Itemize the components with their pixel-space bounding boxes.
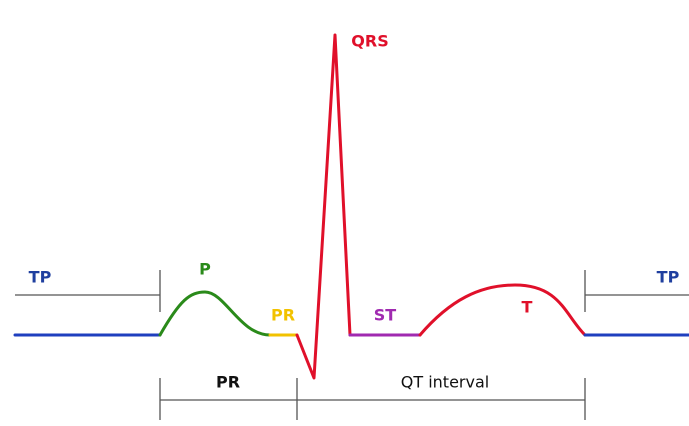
p-label: P (199, 260, 211, 279)
interval-brackets (159, 378, 586, 420)
p-wave (158, 290, 272, 337)
pr-interval-label: PR (216, 373, 240, 392)
tp-left-bracket (15, 270, 161, 312)
t-label: T (522, 298, 533, 317)
tp-label: TP (657, 268, 680, 287)
st-label: ST (374, 306, 397, 325)
tp-label: TP (29, 268, 52, 287)
qrs-complex (295, 33, 352, 380)
qt-interval-label: QT interval (401, 373, 489, 392)
tp-right-bracket (584, 270, 689, 312)
t-wave (418, 283, 587, 337)
qrs-label: QRS (351, 32, 388, 51)
pr-segment-label: PR (271, 306, 295, 325)
